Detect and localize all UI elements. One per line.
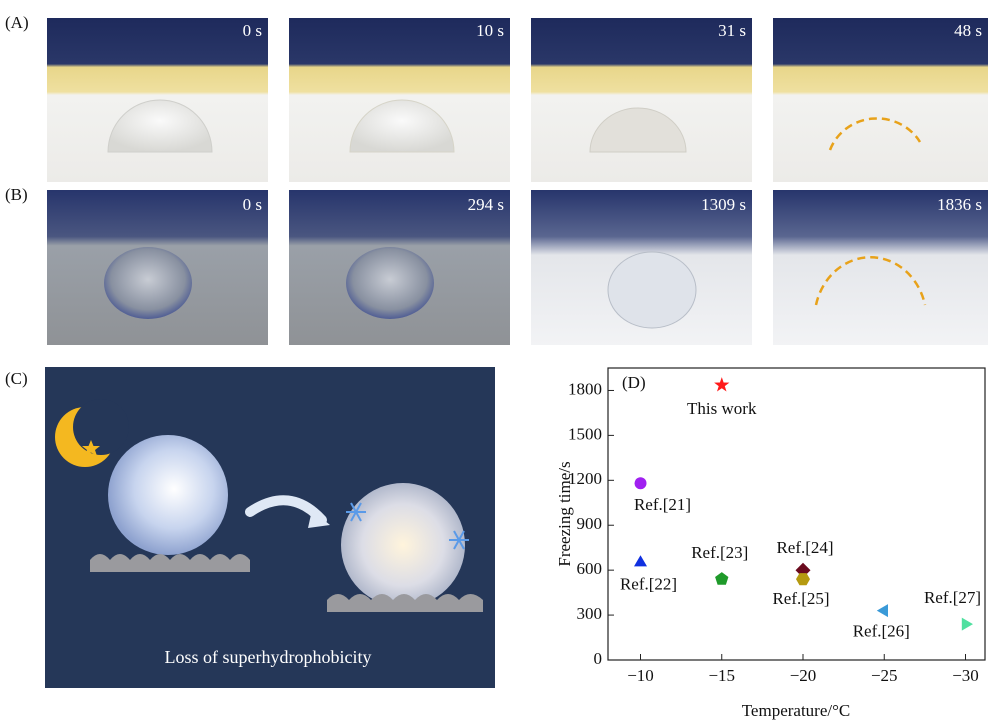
- time-label: 10 s: [476, 21, 504, 40]
- point-label: Ref.[24]: [776, 538, 833, 557]
- y-tick-label: 300: [577, 604, 603, 623]
- y-tick-label: 1800: [568, 379, 602, 398]
- point: [714, 377, 729, 391]
- point: [634, 555, 647, 566]
- point: [715, 572, 728, 585]
- photo: [773, 18, 988, 182]
- y-tick-label: 0: [594, 649, 603, 668]
- droplet: [108, 435, 228, 555]
- point: [877, 604, 888, 617]
- point-label: Ref.[26]: [853, 621, 910, 640]
- time-label: 294 s: [468, 195, 504, 214]
- x-tick-label: −15: [708, 666, 735, 685]
- row-b: (B) 0 s 294 s 1309 s 1836 s: [5, 185, 988, 345]
- panel-label: (D): [622, 373, 646, 392]
- moon-shadow: [73, 399, 129, 455]
- x-tick-label: −25: [871, 666, 898, 685]
- time-label: 0 s: [243, 21, 262, 40]
- point: [962, 618, 973, 631]
- y-tick-label: 900: [577, 514, 603, 533]
- point-label: This work: [687, 399, 757, 418]
- panel-label: (B): [5, 185, 28, 204]
- panel-c: (C) Loss of superhydrophobicity: [5, 367, 495, 688]
- point-label: Ref.[23]: [691, 543, 748, 562]
- point-label: Ref.[27]: [924, 588, 981, 607]
- point-label: Ref.[21]: [634, 495, 691, 514]
- y-tick-label: 1500: [568, 424, 602, 443]
- point: [635, 477, 647, 489]
- time-label: 48 s: [954, 21, 982, 40]
- point-label: Ref.[25]: [772, 589, 829, 608]
- chart: (D) Temperature/°C Freezing time/s: [555, 368, 985, 720]
- caption: Loss of superhydrophobicity: [165, 647, 372, 667]
- y-tick-label: 600: [577, 559, 603, 578]
- droplet: [346, 247, 434, 319]
- time-label: 0 s: [243, 195, 262, 214]
- droplet: [341, 483, 465, 607]
- panel-label: (C): [5, 369, 28, 388]
- point: [796, 573, 810, 585]
- panel-label: (A): [5, 13, 29, 32]
- point-label: Ref.[22]: [620, 575, 677, 594]
- x-tick-label: −10: [627, 666, 654, 685]
- x-tick-label: −20: [790, 666, 817, 685]
- y-tick-label: 1200: [568, 469, 602, 488]
- time-label: 31 s: [718, 21, 746, 40]
- droplet: [104, 247, 192, 319]
- time-label: 1309 s: [701, 195, 746, 214]
- photo: [531, 18, 752, 182]
- droplet: [608, 252, 696, 328]
- x-axis-title: Temperature/°C: [742, 701, 851, 720]
- time-label: 1836 s: [937, 195, 982, 214]
- figure: (A) 0 s 10 s 31 s 48 s (B) 0 s 294 s 130…: [0, 0, 988, 721]
- x-tick-label: −30: [952, 666, 979, 685]
- row-a: (A) 0 s 10 s 31 s 48 s: [5, 13, 988, 182]
